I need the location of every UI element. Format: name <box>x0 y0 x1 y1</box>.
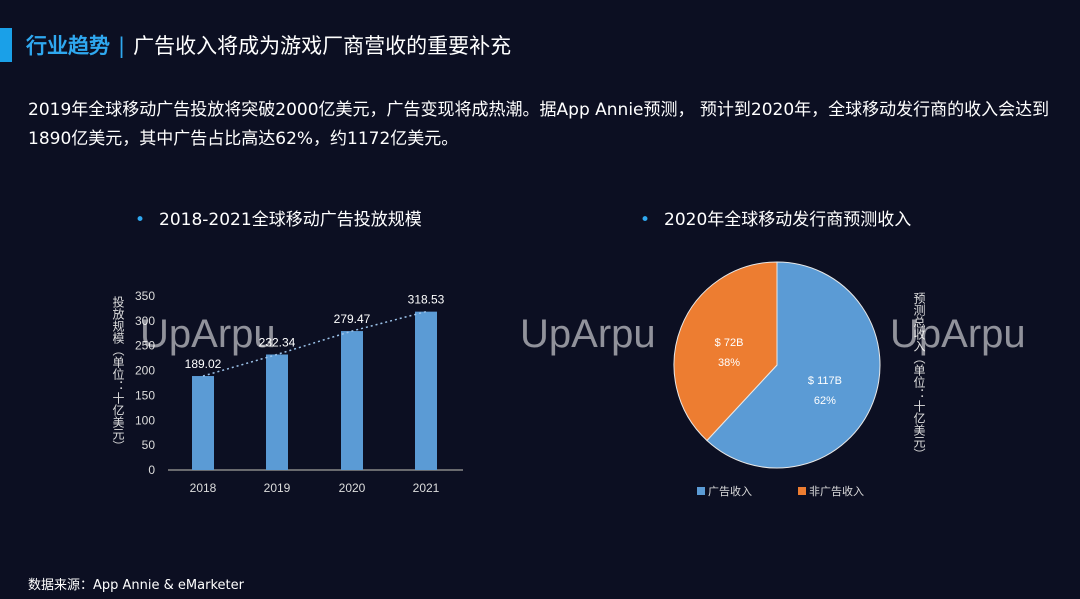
slice-value-label: $ 117B <box>808 375 842 387</box>
x-tick-label: 2020 <box>339 481 366 495</box>
bar <box>266 354 288 470</box>
pie-slice <box>706 261 881 469</box>
watermark-text: UpArpu <box>890 312 1026 356</box>
y-tick-label: 50 <box>142 438 156 452</box>
x-tick-label: 2019 <box>264 481 291 495</box>
pie-slice <box>673 261 778 442</box>
page-title: 行业趋势 | 广告收入将成为游戏厂商营收的重要补充 <box>26 30 511 60</box>
intro-paragraph: 2019年全球移动广告投放将突破2000亿美元，广告变现将成热潮。据App An… <box>28 100 1050 149</box>
slice-value-label: $ 72B <box>715 337 744 349</box>
data-source: 数据来源：App Annie & eMarketer <box>28 578 244 593</box>
trendline <box>202 310 427 377</box>
y-axis-label: 投放规模（单位：十亿美元） <box>111 295 125 452</box>
y-tick-label: 250 <box>135 339 155 353</box>
title-text: 广告收入将成为游戏厂商营收的重要补充 <box>133 34 512 58</box>
y-tick-label: 150 <box>135 388 155 402</box>
title-separator: | <box>118 34 126 58</box>
pie-axis-label: 预测总收入（单位：十亿美元） <box>912 292 926 460</box>
pie-chart-title: • 2020年全球移动发行商预测收入 <box>640 210 912 230</box>
slice-percent-label: 38% <box>718 357 740 369</box>
legend-swatch <box>697 487 705 495</box>
bar-chart-title-text: 2018-2021全球移动广告投放规模 <box>159 210 422 230</box>
bar <box>192 376 214 470</box>
slice-percent-label: 62% <box>814 395 836 407</box>
data-label: 279.47 <box>334 312 371 326</box>
legend-label: 广告收入 <box>708 484 752 498</box>
watermark-text: UpArpu <box>520 312 656 356</box>
legend-swatch <box>798 487 806 495</box>
y-tick-label: 0 <box>148 463 155 477</box>
data-label: 318.53 <box>408 293 445 307</box>
y-tick-label: 350 <box>135 289 155 303</box>
watermark-text: UpArpu <box>140 312 276 356</box>
x-tick-label: 2021 <box>413 481 440 495</box>
y-tick-label: 300 <box>135 314 155 328</box>
title-prefix: 行业趋势 <box>26 34 110 58</box>
x-tick-label: 2018 <box>190 481 217 495</box>
y-tick-label: 200 <box>135 364 155 378</box>
data-label: 232.34 <box>259 335 296 349</box>
legend-label: 非广告收入 <box>809 484 864 498</box>
bar-chart-title: • 2018-2021全球移动广告投放规模 <box>135 210 422 230</box>
pie-chart-title-text: 2020年全球移动发行商预测收入 <box>664 210 912 230</box>
bar <box>415 311 437 470</box>
bar <box>341 331 363 470</box>
title-accent-bar <box>0 28 12 62</box>
y-tick-label: 100 <box>135 413 155 427</box>
data-label: 189.02 <box>185 357 222 371</box>
